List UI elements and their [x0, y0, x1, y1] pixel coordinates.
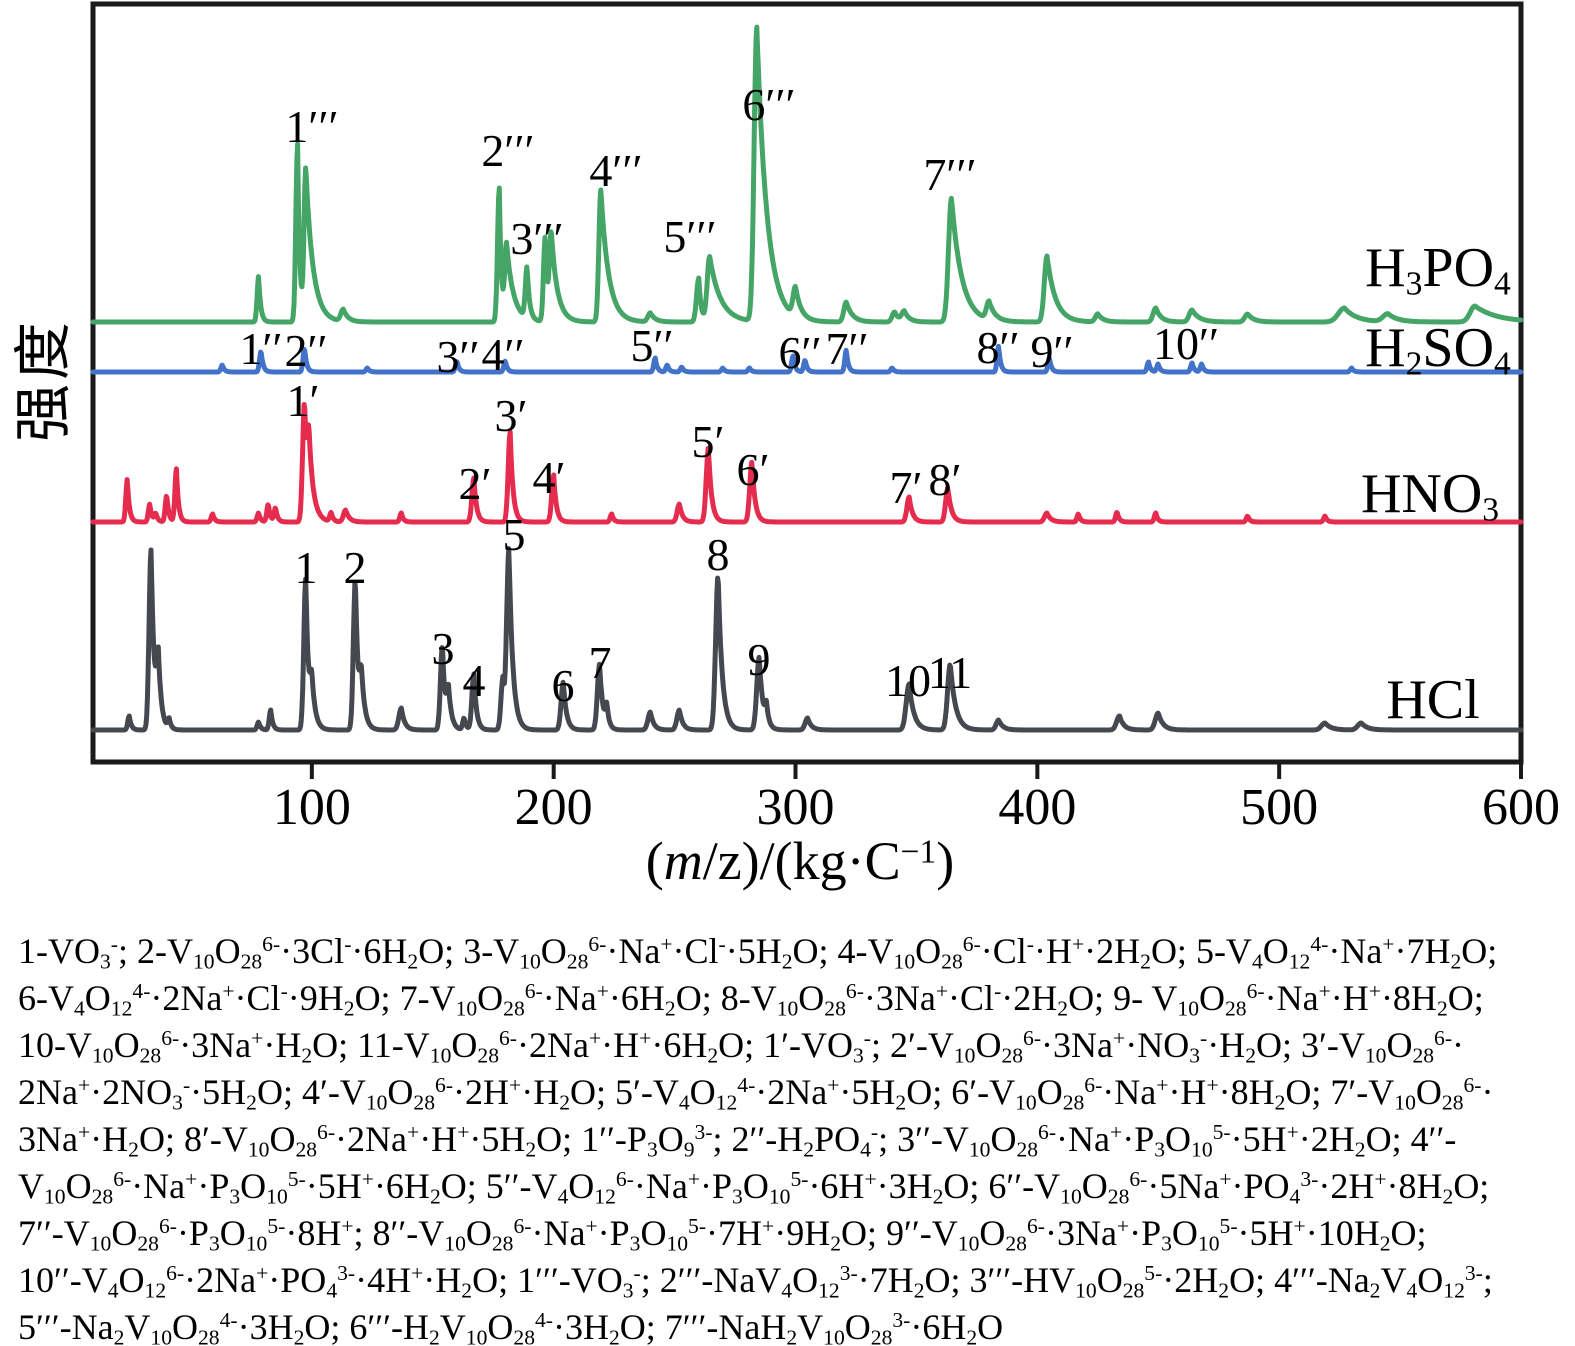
trace-name-label-H3PO4: H3PO4 [1365, 237, 1511, 303]
x-tick-label: 400 [998, 779, 1077, 836]
peak-label-H2SO4-7′′: 7′′ [825, 323, 869, 374]
x-tick-label: 600 [1482, 779, 1560, 836]
caption-line: 1-VO3-; 2-V10O286-·3Cl-·6H2O; 3-V10O286-… [18, 931, 1498, 974]
peak-label-HCl-6: 6 [551, 660, 575, 711]
peak-label-HCl-7: 7 [588, 637, 612, 688]
peak-label-HNO3-3′: 3′ [494, 390, 528, 441]
peak-label-H2SO4-1′′: 1′′ [239, 323, 283, 374]
peak-label-H2SO4-3′′: 3′′ [436, 331, 480, 382]
caption: 1-VO3-; 2-V10O286-·3Cl-·6H2O; 3-V10O286-… [18, 928, 1570, 1346]
trace-H2SO4 [90, 343, 1524, 375]
peak-label-HCl-3: 3 [431, 623, 455, 674]
peak-label-H3PO4-7′′′: 7′′′ [923, 149, 977, 200]
peak-label-H3PO4-6′′′: 6′′′ [742, 79, 796, 130]
trace-name-label-HNO3: HNO3 [1360, 463, 1500, 529]
caption-line: 7′′-V10O286-·P3O105-·8H+; 8′′-V10O286-·N… [18, 1213, 1427, 1256]
peak-label-HCl-11: 11 [927, 647, 973, 698]
x-tick-label: 300 [756, 779, 835, 836]
x-tick-label: 100 [272, 779, 351, 836]
caption-line: 10-V10O286-·3Na+·H2O; 11-V10O286-·2Na+·H… [18, 1025, 1465, 1068]
x-tick-label: 200 [514, 779, 593, 836]
peak-label-HNO3-1′: 1′ [286, 375, 320, 426]
peak-label-HNO3-5′: 5′ [691, 416, 725, 467]
plot-frame [90, 1, 1524, 765]
peak-label-HNO3-2′: 2′ [458, 458, 492, 509]
peak-label-H3PO4-3′′′: 3′′′ [510, 213, 564, 264]
trace-name-label-HCl: HCl [1386, 669, 1480, 731]
peak-label-HCl-9: 9 [747, 634, 771, 685]
peak-label-H3PO4-4′′′: 4′′′ [589, 145, 643, 196]
peak-label-H3PO4-5′′′: 5′′′ [663, 211, 717, 262]
caption-line: 2Na+·2NO3-·5H2O; 4′-V10O286-·2H+·H2O; 5′… [18, 1072, 1494, 1115]
peak-label-H2SO4-8′′: 8′′ [976, 322, 1020, 373]
caption-line: 5′′′-Na2V10O284-·3H2O; 6′′′-H2V10O284-·3… [18, 1307, 1004, 1346]
peak-label-HCl-8: 8 [706, 529, 730, 580]
peak-label-HNO3-7′: 7′ [889, 462, 923, 513]
peak-label-HCl-2: 2 [343, 542, 367, 593]
x-tick-label: 500 [1240, 779, 1319, 836]
peak-label-H3PO4-1′′′: 1′′′ [285, 101, 339, 152]
peak-label-HCl-1: 1 [294, 542, 318, 593]
peak-label-H2SO4-4′′: 4′′ [481, 329, 525, 380]
peak-label-HNO3-4′: 4′ [532, 452, 566, 503]
peak-label-H2SO4-10′′: 10′′ [1152, 318, 1220, 369]
caption-line: 10′′-V4O126-·2Na+·PO43-·4H+·H2O; 1′′′-VO… [18, 1260, 1493, 1303]
peak-label-HNO3-6′: 6′ [736, 444, 770, 495]
caption-line: 3Na+·H2O; 8′-V10O286-·2Na+·H+·5H2O; 1′′-… [18, 1119, 1457, 1162]
caption-line: 6-V4O124-·2Na+·Cl-·9H2O; 7-V10O286-·Na+·… [18, 978, 1484, 1021]
y-axis-label: 强度 [11, 317, 76, 443]
peak-label-H2SO4-6′′: 6′′ [778, 327, 822, 378]
peak-label-HNO3-8′: 8′ [928, 454, 962, 505]
x-axis-label: (m/z)/(kg·C−1) [645, 831, 955, 891]
peak-label-H3PO4-2′′′: 2′′′ [481, 125, 535, 176]
trace-HCl [90, 546, 1524, 733]
trace-name-label-H2SO4: H2SO4 [1365, 317, 1511, 383]
caption-line: V10O286-·Na+·P3O105-·5H+·6H2O; 5′′-V4O12… [18, 1166, 1490, 1209]
spectra-chart [90, 1, 1524, 779]
peak-label-HCl-4: 4 [462, 655, 486, 706]
peak-label-H2SO4-5′′: 5′′ [630, 320, 674, 371]
peak-label-HCl-10: 10 [885, 655, 931, 706]
peak-label-H2SO4-9′′: 9′′ [1030, 326, 1074, 377]
trace-HNO3 [90, 402, 1524, 525]
peak-label-HCl-5: 5 [502, 509, 526, 560]
peak-label-H2SO4-2′′: 2′′ [284, 325, 328, 376]
trace-H3PO4 [90, 24, 1524, 325]
